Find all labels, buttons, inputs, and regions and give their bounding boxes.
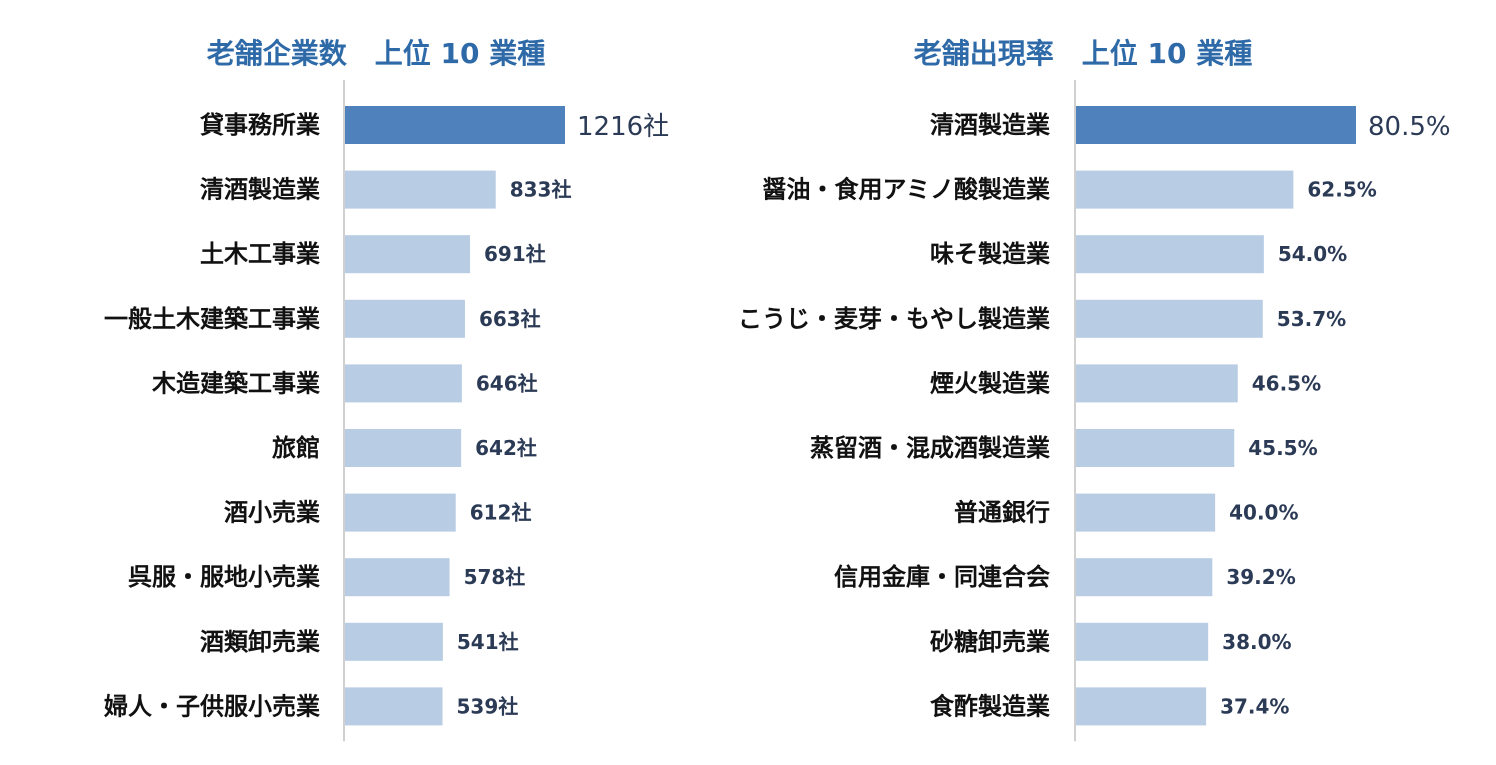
category-label: 婦人・子供服小売業	[103, 692, 320, 720]
category-label: 普通銀行	[954, 499, 1050, 527]
bar	[1076, 299, 1263, 338]
category-label: 呉服・服地小売業	[128, 563, 320, 591]
bar	[345, 687, 443, 726]
value-label: 46.5%	[1252, 371, 1321, 395]
category-label: 土木工事業	[200, 240, 320, 268]
chart-title: 老舗出現率 上位 10 業種	[914, 37, 1252, 70]
chart-title: 老舗企業数 上位 10 業種	[207, 37, 545, 70]
bar	[1076, 235, 1264, 274]
value-label: 45.5%	[1248, 436, 1317, 460]
value-label: 541社	[457, 630, 519, 654]
category-label: 信用金庫・同連合会	[834, 563, 1050, 591]
bar	[345, 558, 450, 597]
bar	[1076, 493, 1216, 532]
value-label: 37.4%	[1220, 694, 1289, 718]
bar	[345, 299, 465, 338]
category-label: 食酢製造業	[930, 692, 1050, 720]
value-label: 39.2%	[1226, 565, 1295, 589]
value-label: 62.5%	[1307, 178, 1376, 202]
value-label: 1216社	[577, 112, 669, 142]
bar	[345, 429, 462, 467]
category-label: 醤油・食用アミノ酸製造業	[762, 176, 1050, 204]
value-label: 642社	[475, 436, 537, 460]
category-label: 酒小売業	[224, 499, 320, 527]
value-label: 54.0%	[1278, 242, 1347, 266]
bar	[345, 493, 456, 532]
category-label: 清酒製造業	[930, 111, 1050, 139]
bar	[345, 235, 471, 274]
value-label: 38.0%	[1222, 630, 1291, 654]
bar	[1076, 687, 1207, 726]
category-label: 貸事務所業	[200, 111, 320, 139]
value-label: 646社	[476, 371, 538, 395]
category-label: 一般土木建築工事業	[104, 305, 320, 333]
category-label: こうじ・麦芽・もやし製造業	[738, 305, 1050, 333]
value-label: 40.0%	[1229, 501, 1298, 525]
value-label: 53.7%	[1277, 307, 1346, 331]
category-label: 旅館	[272, 434, 320, 462]
value-label: 578社	[464, 565, 526, 589]
bar	[1076, 106, 1356, 144]
bar	[345, 106, 565, 144]
category-label: 味そ製造業	[930, 240, 1050, 268]
bar	[1076, 622, 1209, 661]
category-label: 木造建築工事業	[151, 369, 320, 397]
value-label: 663社	[479, 307, 541, 331]
category-label: 砂糖卸売業	[930, 628, 1050, 656]
category-label: 清酒製造業	[200, 176, 320, 204]
bar	[1076, 429, 1235, 467]
bar	[1076, 364, 1238, 403]
value-label: 80.5%	[1368, 112, 1451, 142]
category-label: 酒類卸売業	[200, 628, 320, 656]
category-label: 煙火製造業	[930, 369, 1050, 397]
bar	[345, 364, 462, 403]
bar	[1076, 170, 1294, 209]
value-label: 833社	[510, 178, 572, 202]
bar	[345, 622, 443, 661]
bar	[1076, 558, 1213, 597]
bar	[345, 170, 496, 209]
value-label: 612社	[470, 501, 532, 525]
value-label: 691社	[484, 242, 546, 266]
value-label: 539社	[457, 694, 519, 718]
category-label: 蒸留酒・混成酒製造業	[810, 434, 1050, 462]
